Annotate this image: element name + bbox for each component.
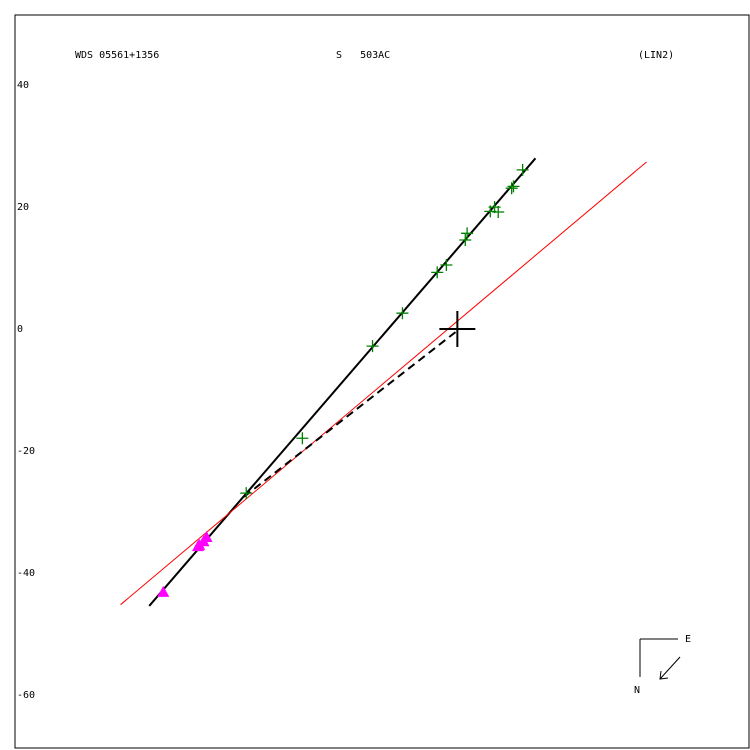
compass-label: N xyxy=(634,685,640,696)
observation xyxy=(396,307,409,320)
observation xyxy=(240,487,253,500)
motion-arrowhead xyxy=(659,670,669,680)
y-tick-label: 20 xyxy=(17,202,29,213)
y-tick-label: -40 xyxy=(17,568,35,579)
fit-line xyxy=(120,161,647,606)
y-tick-label: 40 xyxy=(17,80,29,91)
compass: E N xyxy=(634,634,691,696)
star-id: WDS 05561+1356 xyxy=(75,50,159,61)
observation xyxy=(192,540,205,552)
observation xyxy=(461,227,474,240)
observation xyxy=(366,340,379,353)
observation xyxy=(296,432,309,445)
observation xyxy=(507,180,520,193)
observation xyxy=(516,163,529,176)
discoverer: S 503AC xyxy=(336,50,390,61)
primary-star xyxy=(439,311,476,348)
observation xyxy=(440,259,453,272)
motion-arrow xyxy=(659,656,681,680)
plot-frame xyxy=(14,14,750,749)
y-tick-label: -20 xyxy=(17,446,35,457)
observation xyxy=(431,266,444,279)
observation xyxy=(505,182,518,195)
y-tick-label: 0 xyxy=(17,324,23,335)
observation xyxy=(459,234,472,247)
fit-line xyxy=(239,331,457,501)
y-tick-label: -60 xyxy=(17,690,35,701)
compass-label: E xyxy=(685,634,691,645)
observation xyxy=(492,205,505,218)
observation xyxy=(157,585,170,597)
orbit-code: (LIN2) xyxy=(638,50,674,61)
